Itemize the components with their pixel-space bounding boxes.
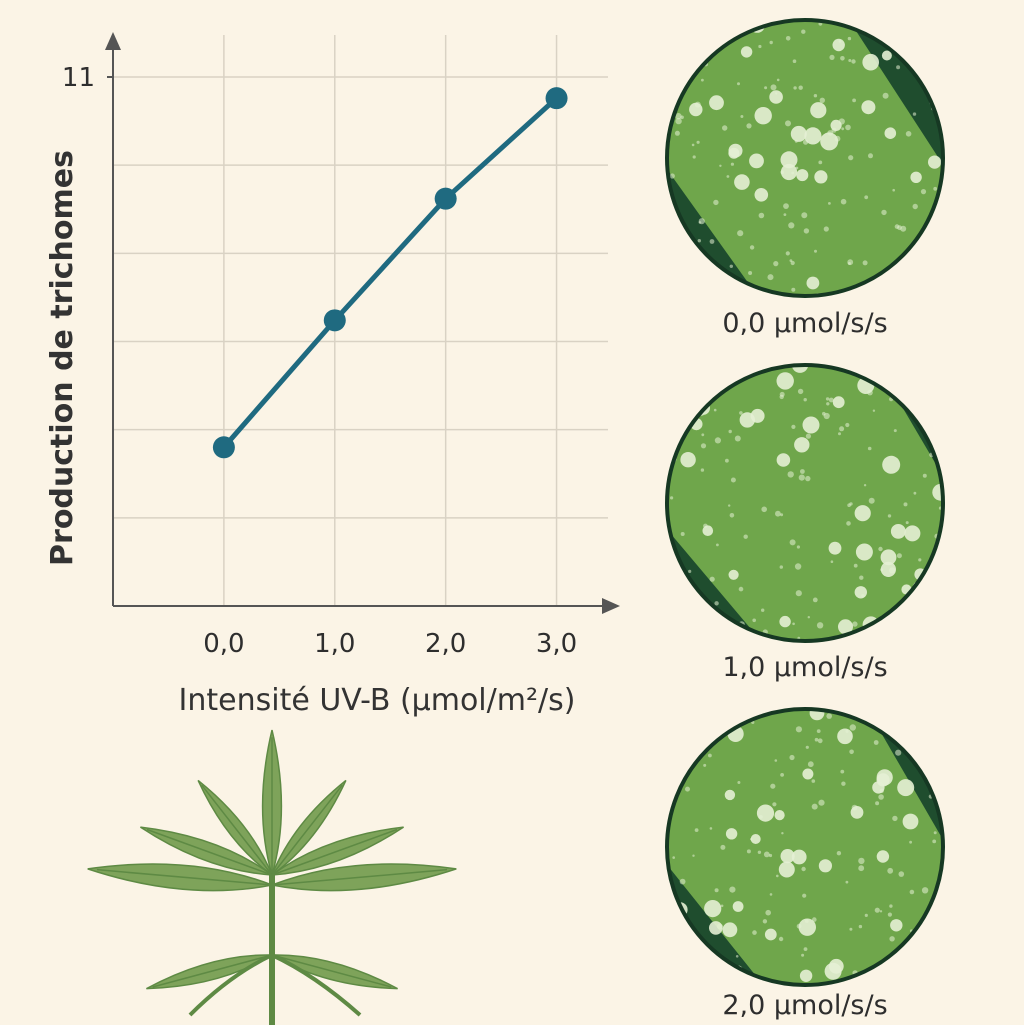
- micrograph-label-1: 1,0 µmol/s/s: [722, 652, 888, 683]
- cannabis-plant-icon: [87, 729, 457, 1025]
- trichome-micrograph-1: [665, 363, 945, 643]
- data-point: [323, 309, 346, 332]
- data-point: [434, 187, 457, 210]
- x-tick-label: 3,0: [536, 629, 577, 659]
- micrograph-label-2: 2,0 µmol/s/s: [722, 990, 888, 1021]
- y-axis-title: Production de trichomes: [45, 150, 80, 566]
- x-axis-title: Intensité UV-B (µmol/m²/s): [179, 683, 576, 718]
- uvb-trichome-chart: 11 0,0 1,0 2,0 3,0 Production de trichomes …: [45, 32, 620, 718]
- micrograph-label-0: 0,0 µmol/s/s: [722, 308, 888, 339]
- x-tick-label: 2,0: [425, 629, 466, 659]
- trichome-micrograph-2: [665, 707, 945, 987]
- data-point: [545, 87, 568, 110]
- x-tick-label: 0,0: [203, 629, 244, 659]
- trichome-micrograph-0: [665, 18, 945, 298]
- x-tick-label: 1,0: [314, 629, 355, 659]
- series-line: [222, 96, 559, 449]
- grid-lines: [113, 35, 608, 606]
- data-point: [212, 436, 235, 459]
- y-tick-label: 11: [62, 63, 95, 93]
